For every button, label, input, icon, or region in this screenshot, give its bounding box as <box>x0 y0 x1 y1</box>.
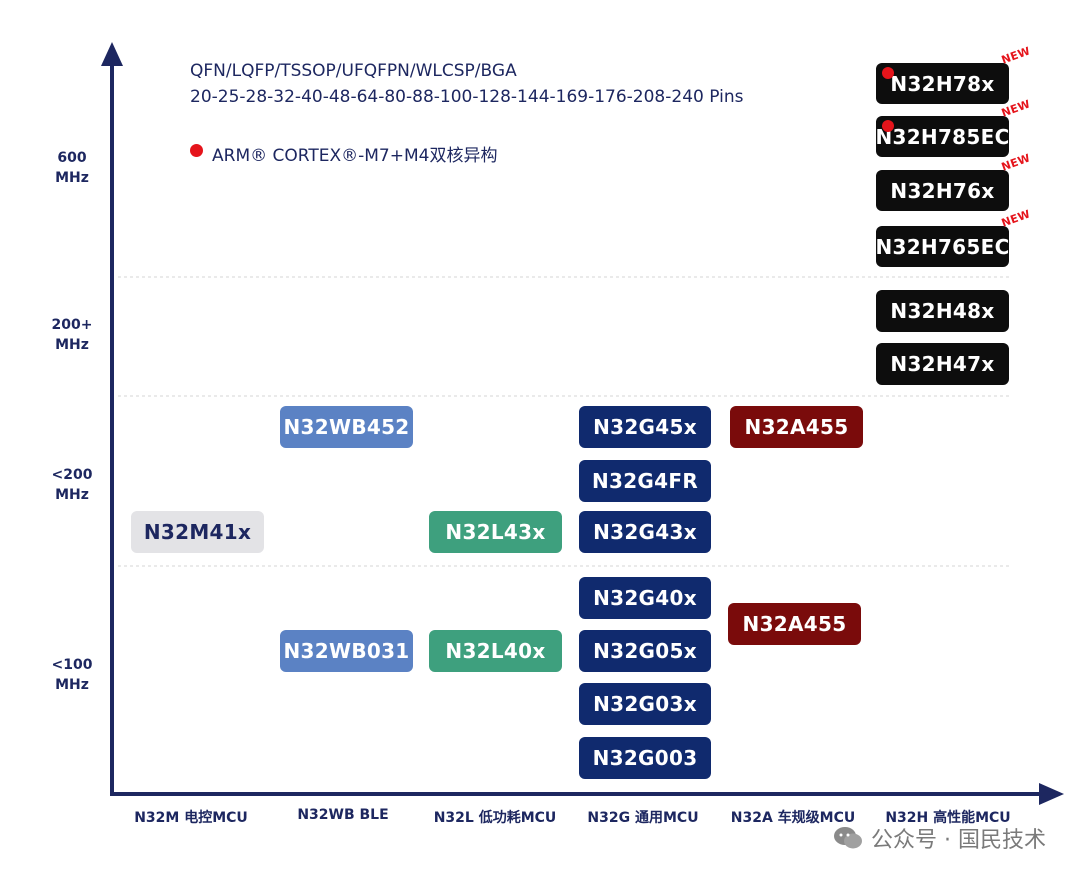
dual-core-dot <box>882 120 894 132</box>
y-label-200plus-unit: MHz <box>55 337 89 353</box>
chip-n32h765ec: N32H765EC NEW <box>875 207 1032 267</box>
chip-n32a455-low: N32A455 <box>728 603 861 645</box>
wechat-icon <box>834 827 863 849</box>
chip-n32wb452: N32WB452 <box>280 406 413 448</box>
dual-core-dot <box>882 67 894 79</box>
chip-n32m41x: N32M41x <box>131 511 264 553</box>
y-label-600-unit: MHz <box>55 170 89 186</box>
chip-n32g03x: N32G03x <box>579 683 711 725</box>
x-label-n32h: N32H 高性能MCU <box>885 810 1011 826</box>
chip-n32h48x: N32H48x <box>876 290 1009 332</box>
x-axis-arrow <box>1039 783 1064 805</box>
watermark: 公众号 · 国民技术 <box>833 822 1046 854</box>
chip-n32h78x: N32H78x NEW <box>876 44 1032 104</box>
y-label-600-value: 600 <box>57 150 87 166</box>
x-label-n32wb: N32WB BLE <box>297 807 389 823</box>
chip-n32h785ec: N32H785EC NEW <box>875 97 1032 157</box>
y-axis-arrow <box>101 42 123 66</box>
y-label-200plus-value: 200+ <box>51 317 93 333</box>
chip-n32g45x: N32G45x <box>579 406 711 448</box>
chip-n32l40x: N32L40x <box>429 630 562 672</box>
chip-n32h785ec-label: N32H785EC <box>875 124 1010 149</box>
y-label-lt100-value: <100 <box>51 657 93 673</box>
y-label-lt200-value: <200 <box>51 467 93 483</box>
chip-n32h76x-label: N32H76x <box>890 178 995 203</box>
chip-n32g4fr: N32G4FR <box>579 460 711 502</box>
chip-n32g05x: N32G05x <box>579 630 711 672</box>
legend-text: ARM® CORTEX®-M7+M4双核异构 <box>212 146 498 166</box>
chip-n32h78x-label: N32H78x <box>890 71 995 96</box>
y-label-200plus: 200+ MHz <box>37 315 107 355</box>
watermark-text: 公众号 · 国民技术 <box>871 828 1046 853</box>
y-label-lt100: <100 MHz <box>37 655 107 695</box>
legend-dot <box>190 144 203 157</box>
chip-n32wb031: N32WB031 <box>280 630 413 672</box>
chip-n32g40x: N32G40x <box>579 577 711 619</box>
y-label-600: 600 MHz <box>37 148 107 188</box>
y-label-lt200-unit: MHz <box>55 487 89 503</box>
chip-n32h47x: N32H47x <box>876 343 1009 385</box>
x-label-n32m: N32M 电控MCU <box>134 810 248 826</box>
chip-n32g43x: N32G43x <box>579 511 711 553</box>
y-label-lt100-unit: MHz <box>55 677 89 693</box>
chip-n32g003: N32G003 <box>579 737 711 779</box>
x-label-n32l: N32L 低功耗MCU <box>433 810 557 826</box>
pins-line: 20-25-28-32-40-48-64-80-88-100-128-144-1… <box>190 87 744 107</box>
x-label-n32g: N32G 通用MCU <box>587 810 699 826</box>
chip-n32a455-high: N32A455 <box>730 406 863 448</box>
chip-n32l43x: N32L43x <box>429 511 562 553</box>
x-label-n32a: N32A 车规级MCU <box>730 810 856 826</box>
chip-n32h76x: N32H76x NEW <box>876 151 1032 211</box>
y-label-lt200: <200 MHz <box>37 465 107 505</box>
chip-n32h765ec-label: N32H765EC <box>875 234 1010 259</box>
packages-line: QFN/LQFP/TSSOP/UFQFPN/WLCSP/BGA <box>190 61 517 81</box>
